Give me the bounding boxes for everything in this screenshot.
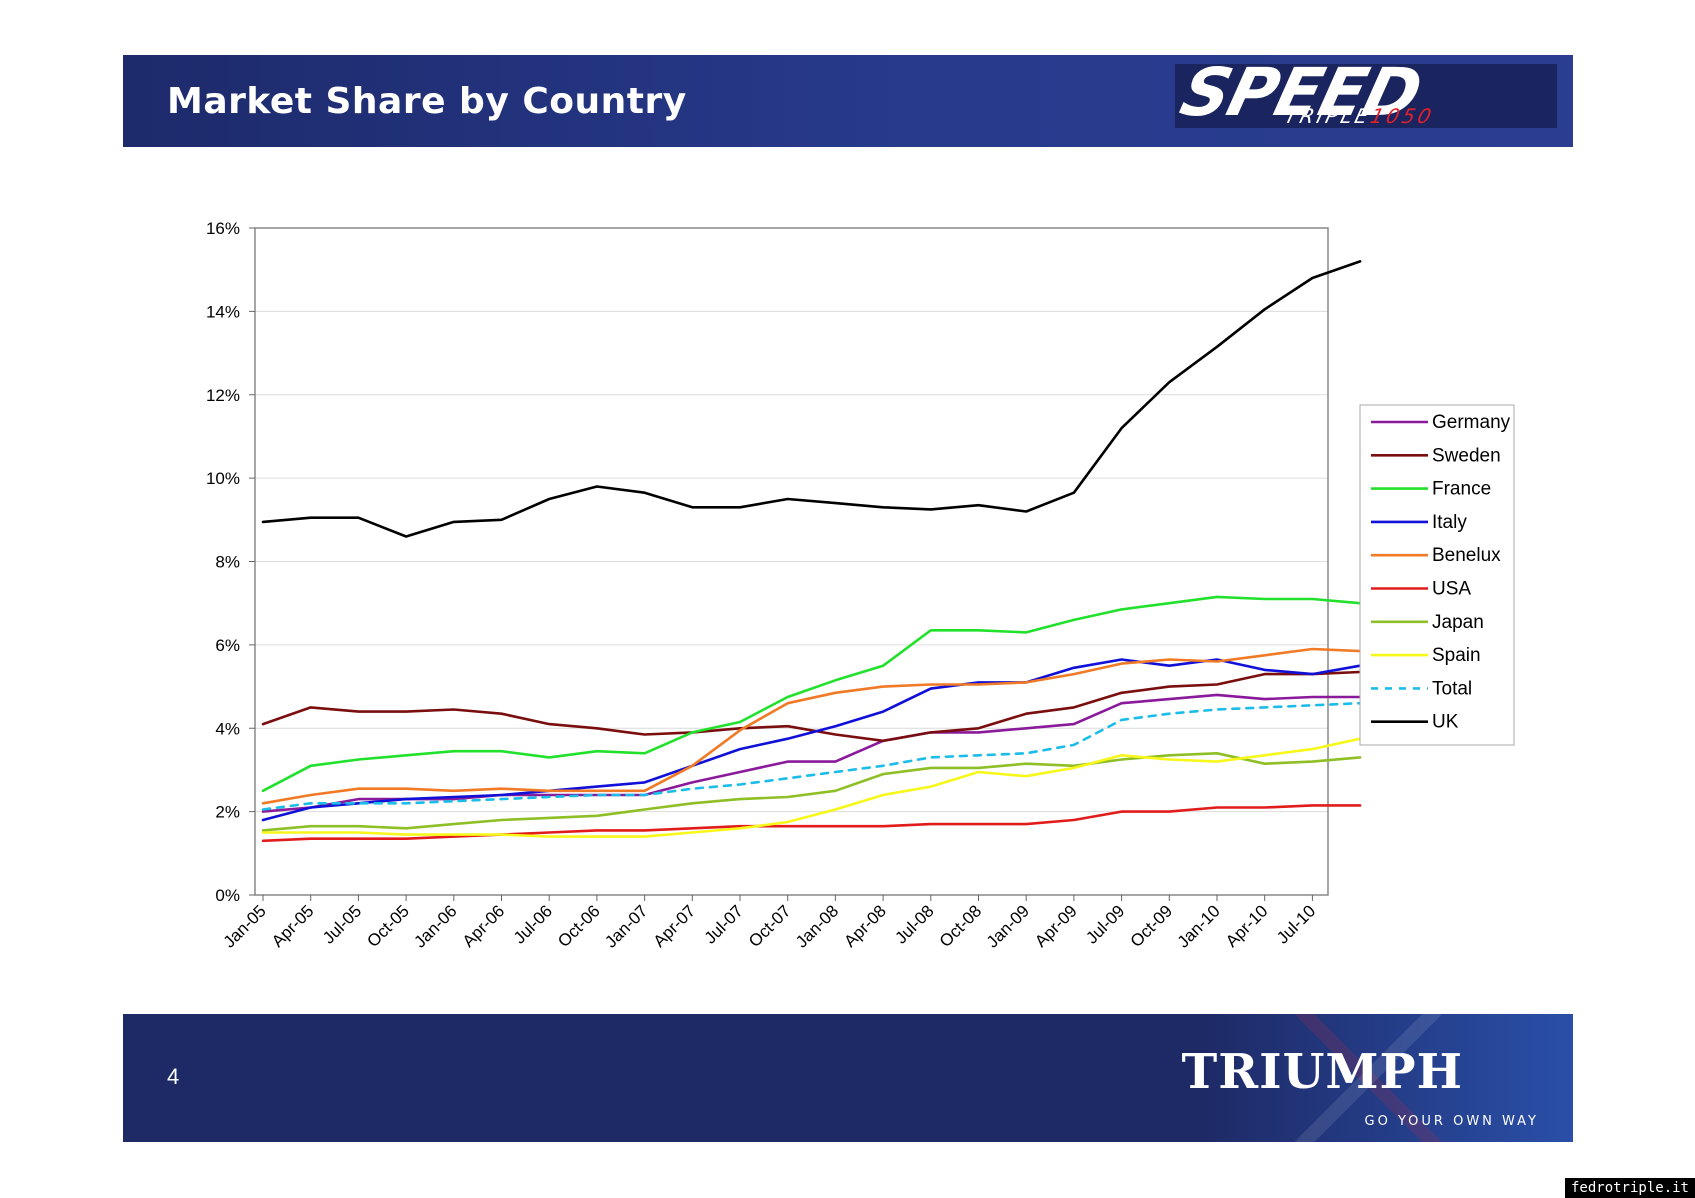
x-tick-label: Jan-07: [601, 901, 651, 951]
x-tick-label: Jan-06: [410, 901, 460, 951]
x-tick-label: Oct-07: [745, 901, 795, 951]
legend-label-benelux: Benelux: [1432, 545, 1501, 566]
x-tick-label: Jan-05: [220, 901, 270, 951]
x-tick-label: Jul-10: [1273, 901, 1319, 947]
x-tick-label: Oct-09: [1127, 901, 1177, 951]
y-tick-label: 14%: [206, 302, 240, 321]
x-tick-label: Apr-10: [1222, 901, 1272, 951]
watermark: fedrotriple.it: [1564, 1178, 1695, 1198]
series-line-usa: [261, 804, 1362, 843]
y-tick-label: 16%: [206, 219, 240, 238]
triumph-logo: TRIUMPH: [1181, 1044, 1463, 1100]
y-tick-label: 12%: [206, 386, 240, 405]
slide-title: Market Share by Country: [167, 81, 687, 122]
x-tick-label: Jul-07: [701, 901, 747, 947]
series-line-france: [261, 595, 1362, 793]
legend-label-france: France: [1432, 479, 1491, 500]
x-tick-label: Apr-08: [840, 901, 890, 951]
y-axis: 0% 2% 4% 6% 8% 10% 12% 14% 16%: [206, 219, 255, 905]
series-layer: [261, 260, 1362, 843]
y-tick-label: 4%: [215, 719, 240, 738]
series-line-uk: [261, 260, 1362, 538]
x-tick-label: Oct-05: [363, 901, 413, 951]
series-line-japan: [261, 751, 1362, 832]
y-tick-label: 2%: [215, 803, 240, 822]
legend-label-spain: Spain: [1432, 645, 1481, 666]
series-line-italy: [261, 658, 1362, 822]
legend-label-usa: USA: [1432, 579, 1471, 600]
series-line-total: [261, 701, 1362, 811]
x-tick-label: Jul-08: [891, 901, 937, 947]
legend-label-sweden: Sweden: [1432, 445, 1501, 466]
series-line-sweden: [261, 670, 1362, 743]
x-tick-label: Apr-09: [1031, 901, 1081, 951]
x-tick-label: Jul-05: [319, 901, 365, 947]
page-number: 4: [167, 1064, 180, 1089]
legend-label-italy: Italy: [1432, 512, 1467, 533]
speed-triple-logo: SPEED TRIPLE1050: [1175, 64, 1557, 128]
x-tick-label: Jan-10: [1174, 901, 1224, 951]
x-tick-label: Jul-09: [1082, 901, 1128, 947]
legend-label-germany: Germany: [1432, 412, 1511, 433]
series-line-spain: [261, 737, 1362, 838]
legend-label-total: Total: [1432, 678, 1472, 699]
grid-layer: [255, 227, 1328, 813]
y-tick-label: 8%: [215, 553, 240, 572]
x-tick-label: Apr-05: [268, 901, 318, 951]
triumph-tagline: GO YOUR OWN WAY: [1364, 1114, 1539, 1129]
x-tick-label: Oct-08: [936, 901, 986, 951]
footer-band: 4 TRIUMPH GO YOUR OWN WAY: [123, 1014, 1573, 1142]
legend-label-japan: Japan: [1432, 612, 1484, 633]
x-tick-label: Apr-06: [459, 901, 509, 951]
x-tick-label: Oct-06: [554, 901, 604, 951]
y-tick-label: 6%: [215, 636, 240, 655]
x-tick-label: Jan-08: [792, 901, 842, 951]
legend: Germany Sweden France Italy Benelux USA Japan S…: [1359, 404, 1515, 746]
series-line-germany: [261, 693, 1362, 813]
x-tick-label: Jul-06: [510, 901, 556, 947]
x-tick-label: Jan-09: [983, 901, 1033, 951]
y-tick-label: 0%: [215, 886, 240, 905]
header-band: Market Share by Country SPEED TRIPLE1050: [123, 55, 1573, 147]
legend-label-uk: UK: [1432, 712, 1459, 733]
x-tick-label: Apr-07: [650, 901, 700, 951]
y-tick-label: 10%: [206, 469, 240, 488]
union-flag-graphic: [1203, 1014, 1573, 1142]
series-line-benelux: [261, 647, 1362, 805]
